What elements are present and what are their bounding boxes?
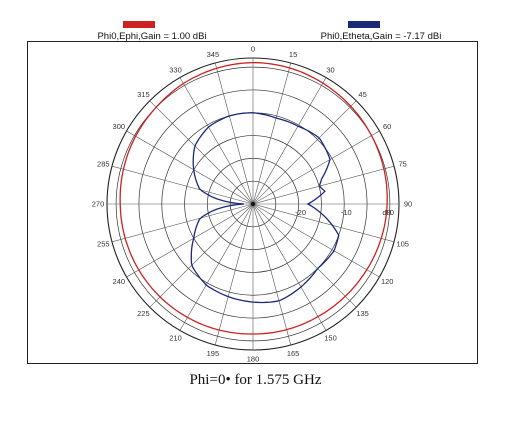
angle-tick-label: 210: [169, 334, 182, 343]
legend-swatch-2: [348, 21, 380, 28]
angle-tick-label: 195: [207, 349, 220, 358]
series-line-2: [190, 112, 340, 304]
grid-spoke: [252, 203, 327, 331]
angle-tick-label: 345: [207, 50, 220, 59]
grid-spoke: [111, 165, 254, 205]
radial-tick-label: 0: [390, 208, 394, 217]
angle-tick-label: 90: [404, 200, 412, 209]
angle-tick-label: 120: [381, 277, 394, 286]
angle-tick-label: 75: [399, 159, 407, 168]
grid-spoke: [179, 77, 254, 205]
grid-spoke: [214, 62, 254, 205]
grid-spoke: [179, 203, 254, 331]
polar-grid: [106, 57, 400, 351]
radial-tick-label: -10: [341, 208, 352, 217]
center-point: [251, 202, 255, 206]
angle-tick-label: 225: [137, 309, 150, 318]
grid-spoke: [252, 100, 357, 205]
grid-spoke: [252, 203, 292, 346]
grid-spoke: [252, 203, 380, 278]
radial-unit-label: dB: [382, 208, 391, 217]
grid-spoke: [252, 62, 292, 205]
angle-tick-label: 60: [383, 122, 391, 131]
radial-tick-label: -20: [295, 208, 306, 217]
grid-spoke: [252, 130, 380, 205]
angle-tick-label: 240: [113, 277, 126, 286]
angle-tick-label: 285: [97, 159, 110, 168]
legend: Phi0,Ephi,Gain = 1.00 dBi Phi0,Etheta,Gai…: [97, 21, 441, 42]
grid-spoke: [126, 203, 254, 278]
series-layer: [119, 61, 388, 335]
angle-tick-label: 15: [289, 50, 297, 59]
grid-spoke: [252, 203, 395, 243]
angle-tick-label: 270: [92, 200, 105, 209]
angle-tick-label: 315: [137, 90, 150, 99]
angle-tick-label: 135: [356, 309, 369, 318]
grid-spoke: [214, 203, 254, 346]
angle-tick-label: 165: [287, 349, 300, 358]
angle-tick-label: 255: [97, 240, 110, 249]
angle-tick-label: 0: [251, 45, 255, 54]
grid-spoke: [126, 130, 254, 205]
angle-tick-label: 330: [169, 65, 182, 74]
tick-labels: 0 15 30 45 60 75 90 105 120 135 150 165 180 195 210 225…: [92, 45, 412, 364]
legend-label-2: Phi0,Etheta,Gain = -7.17 dBi: [321, 31, 442, 42]
legend-label-1: Phi0,Ephi,Gain = 1.00 dBi: [97, 31, 206, 42]
angle-tick-label: 45: [358, 90, 366, 99]
angle-tick-label: 300: [113, 122, 126, 131]
angle-tick-label: 180: [247, 355, 260, 364]
grid-spoke: [252, 165, 395, 205]
legend-swatch-1: [123, 21, 155, 28]
grid-spoke: [111, 203, 254, 243]
chart-caption: Phi=0• for 1.575 GHz: [189, 372, 322, 388]
grid-spoke: [252, 77, 327, 205]
angle-tick-label: 150: [324, 334, 337, 343]
series-line-1: [119, 61, 388, 335]
polar-chart: Phi0,Ephi,Gain = 1.00 dBi Phi0,Etheta,Gai…: [92, 21, 441, 364]
angle-tick-label: 105: [396, 240, 409, 249]
grid-spoke: [149, 203, 254, 308]
grid-spoke: [149, 100, 254, 205]
angle-tick-label: 30: [326, 65, 334, 74]
grid-spoke: [252, 203, 357, 308]
